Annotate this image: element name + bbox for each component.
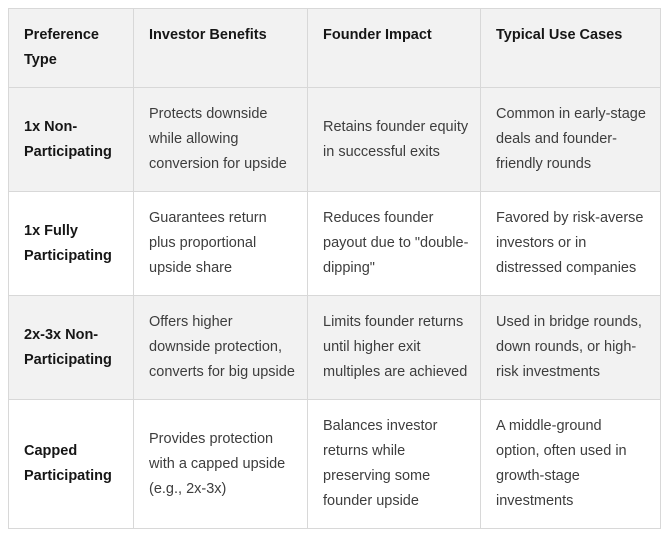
table-row: 1x Fully Participating Guarantees return… — [8, 191, 661, 296]
cell-investor-benefits: Offers higher downside protection, conve… — [133, 295, 308, 400]
header-cell-preference-type: Preference Type — [8, 8, 134, 88]
table-row: 2x-3x Non-Participating Offers higher do… — [8, 295, 661, 400]
cell-preference-type: 2x-3x Non-Participating — [8, 295, 134, 400]
cell-preference-type: 1x Non-Participating — [8, 87, 134, 192]
cell-typical-use-cases: Used in bridge rounds, down rounds, or h… — [480, 295, 661, 400]
cell-founder-impact: Reduces founder payout due to "double-di… — [307, 191, 481, 296]
cell-preference-type: Capped Participating — [8, 399, 134, 529]
table-row: 1x Non-Participating Protects downside w… — [8, 87, 661, 192]
header-cell-founder-impact: Founder Impact — [307, 8, 481, 88]
cell-typical-use-cases: Favored by risk-averse investors or in d… — [480, 191, 661, 296]
cell-founder-impact: Limits founder returns until higher exit… — [307, 295, 481, 400]
cell-typical-use-cases: Common in early-stage deals and founder-… — [480, 87, 661, 192]
liquidation-preference-table: Preference Type Investor Benefits Founde… — [8, 8, 661, 529]
cell-typical-use-cases: A middle-ground option, often used in gr… — [480, 399, 661, 529]
header-row: Preference Type Investor Benefits Founde… — [8, 8, 661, 88]
cell-founder-impact: Retains founder equity in successful exi… — [307, 87, 481, 192]
cell-founder-impact: Balances investor returns while preservi… — [307, 399, 481, 529]
cell-preference-type: 1x Fully Participating — [8, 191, 134, 296]
header-cell-investor-benefits: Investor Benefits — [133, 8, 308, 88]
cell-investor-benefits: Protects downside while allowing convers… — [133, 87, 308, 192]
table-row: Capped Participating Provides protection… — [8, 399, 661, 529]
cell-investor-benefits: Guarantees return plus proportional upsi… — [133, 191, 308, 296]
header-cell-typical-use-cases: Typical Use Cases — [480, 8, 661, 88]
cell-investor-benefits: Provides protection with a capped upside… — [133, 399, 308, 529]
